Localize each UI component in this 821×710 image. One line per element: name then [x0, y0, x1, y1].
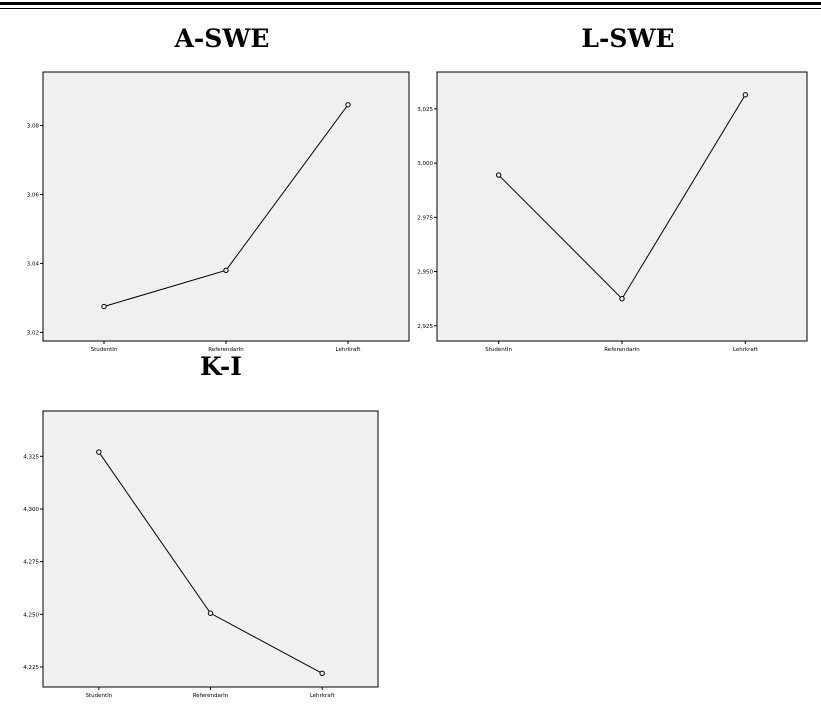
y-tick-label: 3,06	[27, 192, 40, 198]
x-tick-label: Lehrkraft	[733, 347, 759, 353]
data-point	[207, 610, 214, 616]
y-tick-label: 2,975	[417, 215, 433, 221]
x-tick-label: ReferendarIn	[604, 347, 640, 353]
y-tick-label: 3,08	[27, 123, 40, 129]
data-point	[96, 449, 102, 455]
y-tick-label: 4,275	[23, 560, 39, 566]
x-tick-label: StudentIn	[85, 693, 112, 699]
y-tick-label: 3,02	[27, 330, 39, 336]
x-tick-label: Lehrkraft	[310, 693, 336, 699]
plot-area	[42, 410, 379, 688]
y-tick-label: 3,000	[417, 161, 433, 167]
y-tick-label: 4,250	[23, 612, 39, 618]
header-rule-thick	[0, 2, 821, 5]
x-tick-label: Lehrkraft	[336, 347, 362, 353]
x-tick-label: StudentIn	[485, 347, 512, 353]
y-tick-label: 4,300	[23, 507, 39, 513]
y-tick-label: 4,325	[23, 454, 39, 460]
y-tick-label: 2,950	[417, 270, 433, 276]
x-tick-label: ReferendarIn	[208, 347, 244, 353]
chart-title-k-i: K-I	[200, 352, 242, 381]
y-tick-label: 3,025	[417, 107, 433, 113]
chart-title-l-swe: L-SWE	[581, 24, 675, 53]
y-tick-label: 3,04	[27, 261, 40, 267]
data-point	[495, 172, 502, 178]
x-tick-label: StudentIn	[91, 347, 118, 353]
data-point	[742, 92, 749, 98]
plot-area	[42, 71, 410, 342]
data-point	[619, 295, 625, 302]
data-point	[319, 670, 325, 677]
y-tick-label: 2,925	[417, 324, 433, 330]
header-rule-thin	[0, 8, 821, 9]
y-tick-label: 4,225	[23, 665, 39, 671]
data-point	[101, 303, 107, 310]
data-point	[223, 267, 229, 274]
x-tick-label: ReferendarIn	[193, 693, 229, 699]
chart-title-a-swe: A-SWE	[174, 24, 270, 53]
data-point	[345, 102, 351, 108]
